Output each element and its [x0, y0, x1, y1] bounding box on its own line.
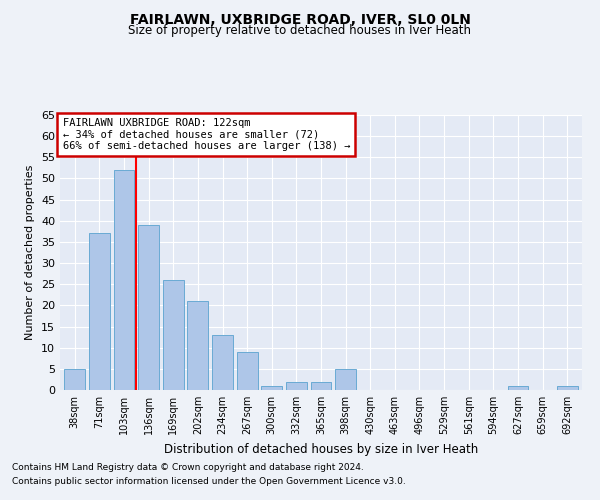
- Bar: [163, 280, 184, 390]
- Text: Contains HM Land Registry data © Crown copyright and database right 2024.: Contains HM Land Registry data © Crown c…: [12, 464, 364, 472]
- Bar: [286, 382, 307, 390]
- Bar: [138, 225, 159, 390]
- Bar: [557, 386, 578, 390]
- Bar: [212, 335, 233, 390]
- Bar: [236, 352, 257, 390]
- Bar: [311, 382, 331, 390]
- Bar: [335, 369, 356, 390]
- Text: Size of property relative to detached houses in Iver Heath: Size of property relative to detached ho…: [128, 24, 472, 37]
- Bar: [64, 369, 85, 390]
- Text: Distribution of detached houses by size in Iver Heath: Distribution of detached houses by size …: [164, 442, 478, 456]
- Text: Contains public sector information licensed under the Open Government Licence v3: Contains public sector information licen…: [12, 477, 406, 486]
- Bar: [508, 386, 529, 390]
- Bar: [187, 301, 208, 390]
- Y-axis label: Number of detached properties: Number of detached properties: [25, 165, 35, 340]
- Bar: [261, 386, 282, 390]
- Text: FAIRLAWN UXBRIDGE ROAD: 122sqm
← 34% of detached houses are smaller (72)
66% of : FAIRLAWN UXBRIDGE ROAD: 122sqm ← 34% of …: [62, 118, 350, 151]
- Text: FAIRLAWN, UXBRIDGE ROAD, IVER, SL0 0LN: FAIRLAWN, UXBRIDGE ROAD, IVER, SL0 0LN: [130, 12, 470, 26]
- Bar: [89, 234, 110, 390]
- Bar: [113, 170, 134, 390]
